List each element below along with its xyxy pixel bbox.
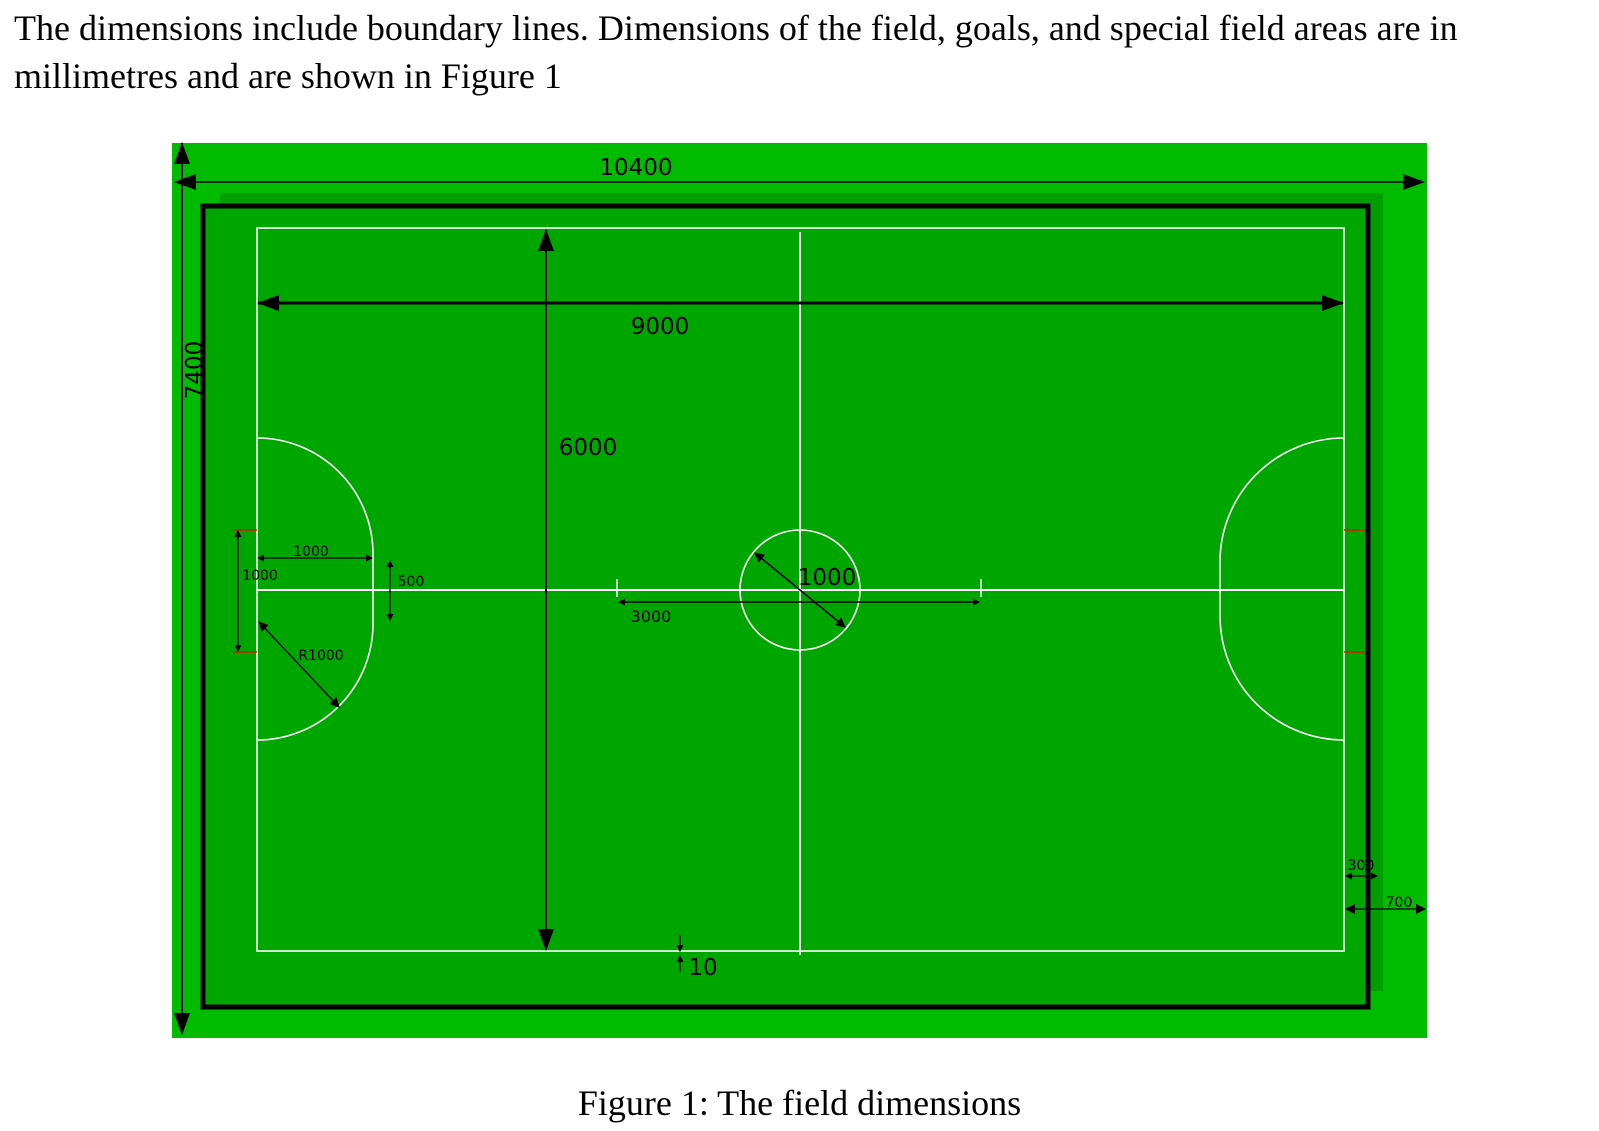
dim-penalty-radius-label: R1000 xyxy=(298,648,343,664)
dim-center-circle-label: 1000 xyxy=(798,565,857,591)
dim-penalty-radius-arrow xyxy=(258,621,340,708)
right-penalty-area xyxy=(1219,437,1345,741)
dim-field-height-label: 6000 xyxy=(559,435,618,461)
dim-total-height-label: 7400 xyxy=(182,341,208,400)
figure-caption: Figure 1: The field dimensions xyxy=(577,1083,1022,1123)
dim-center-circle-arrow xyxy=(754,552,846,628)
dim-penalty-depth-label: 1000 xyxy=(293,544,329,560)
right-goal-marks xyxy=(1344,529,1366,653)
dim-neutral-label: 3000 xyxy=(631,607,672,626)
center-circle xyxy=(739,529,861,651)
intro-paragraph: The dimensions include boundary lines. D… xyxy=(14,8,1458,96)
dim-goal-width-label: 1000 xyxy=(242,568,278,584)
dim-total-width-label: 10400 xyxy=(599,155,672,181)
left-penalty-area xyxy=(256,437,374,741)
dim-outer-margin-label: 700 xyxy=(1386,895,1413,911)
dim-line-width-label: 10 xyxy=(688,955,717,981)
dim-neutral-extensions xyxy=(616,579,982,597)
dim-penalty-straight-label: 500 xyxy=(398,574,425,590)
field-surface xyxy=(203,206,1368,1007)
boundary-border xyxy=(200,203,1371,1010)
dim-boundary-offset-label: 300 xyxy=(1348,858,1375,874)
dim-field-width-label: 9000 xyxy=(631,314,690,340)
